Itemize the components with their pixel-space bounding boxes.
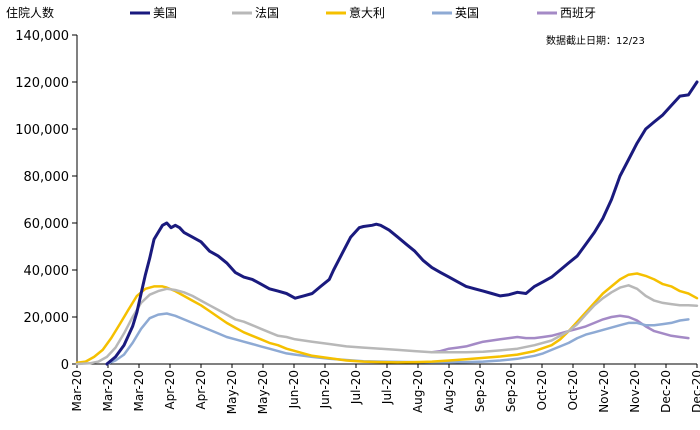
x-tick-label: Apr-20 [163,370,177,410]
y-tick-label: 0 [61,358,69,373]
x-tick-label: Aug-20 [442,370,456,413]
x-tick-label: Nov-20 [597,370,611,413]
x-tick-label: Dec-20 [659,370,673,413]
y-tick-label: 140,000 [15,29,69,44]
x-tick-label: Oct-20 [566,370,580,410]
series-line-0 [105,80,699,366]
x-tick-label: Jul-20 [349,370,363,405]
x-tick-label: Nov-20 [628,370,642,413]
x-tick-label: Mar-20 [101,370,115,411]
x-tick-label: May-20 [225,370,239,414]
x-tick-label: Apr-20 [194,370,208,410]
y-tick-label: 40,000 [24,264,70,279]
y-tick-label: 100,000 [15,123,69,138]
legend-label-3: 英国 [455,6,479,20]
x-tick-label: Mar-20 [70,370,84,411]
x-tick-label: Sep-20 [504,370,518,412]
y-tick-label: 80,000 [24,170,70,185]
series-line-1 [75,284,699,366]
legend-label-4: 西班牙 [560,6,596,20]
x-tick-label: Dec-20 [690,370,700,413]
series-lines [75,80,699,366]
x-tick-label: May-20 [256,370,270,414]
x-tick-label: Sep-20 [473,370,487,412]
x-tick-label: Jun-20 [318,370,332,409]
series-line-2 [75,272,699,365]
x-tick-label: Jul-20 [380,370,394,405]
x-tick-label: Aug-20 [411,370,425,413]
y-axis-ticks: 0 20,000 40,000 60,000 80,000 100,000 120,000 1… [15,29,77,373]
y-axis-title: 住院人数 [6,5,54,20]
legend-label-2: 意大利 [349,5,385,20]
legend-label-0: 美国 [153,6,177,20]
x-tick-label: Mar-20 [132,370,146,411]
axes [76,35,697,365]
legend: 美国 法国 意大利 英国 西班牙 [130,5,596,20]
x-axis-ticks: Mar-20 Mar-20 Mar-20 Apr-20 Apr-20 May-20 May-… [70,364,700,414]
x-tick-label: Oct-20 [535,370,549,410]
legend-label-1: 法国 [255,6,279,20]
data-cutoff-note: 数据截止日期：12/23 [546,34,645,47]
y-tick-label: 20,000 [24,311,70,326]
y-tick-label: 120,000 [15,76,69,91]
x-tick-label: Jun-20 [287,370,301,409]
y-tick-label: 60,000 [24,217,70,232]
